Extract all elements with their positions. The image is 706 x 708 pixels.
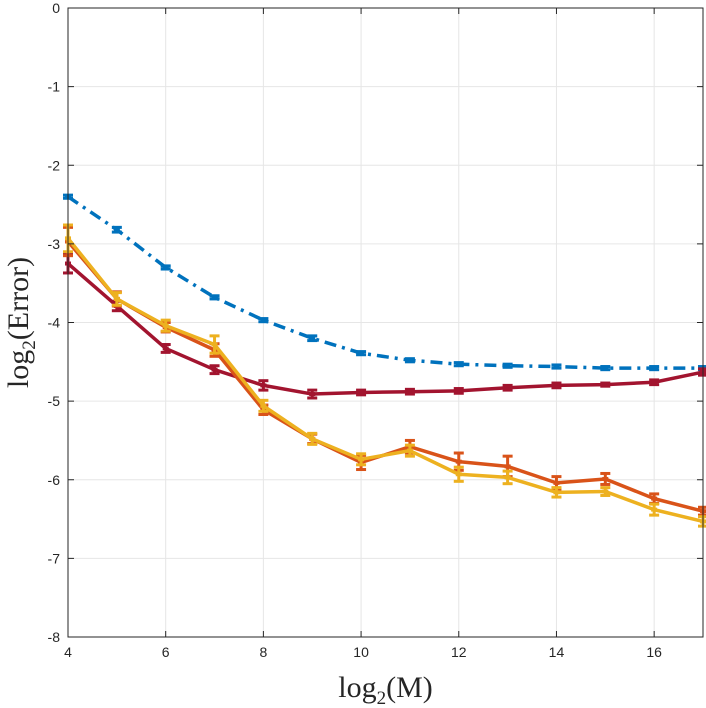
y-tick-label: -5 [48, 393, 61, 409]
series-line-blue-dashdot [67, 195, 703, 370]
y-axis-ticks: 0 -1 -2 -3 -4 -5 -6 -7 -8 [48, 0, 703, 645]
x-axis-title-sub: 2 [377, 688, 387, 708]
x-axis-title: log2(M) [338, 671, 433, 708]
x-tick-label: 16 [646, 644, 662, 660]
data-point [406, 389, 413, 394]
data-point [113, 296, 120, 301]
data-point [211, 295, 218, 300]
data-point [651, 496, 658, 501]
data-point [455, 459, 462, 464]
x-axis-title-arg: (M) [386, 671, 433, 704]
data-point [651, 366, 658, 371]
series-line-yellow [66, 237, 704, 524]
y-axis-title-arg: (Error) [2, 257, 35, 340]
y-axis-title-prefix: log [2, 350, 35, 388]
data-point [358, 351, 365, 356]
data-point [504, 464, 511, 469]
y-tick-label: -2 [48, 157, 61, 173]
data-point [260, 403, 267, 408]
data-point [162, 265, 169, 270]
data-point [651, 507, 658, 512]
data-point [553, 490, 560, 495]
data-point [162, 323, 169, 328]
data-point [211, 367, 218, 372]
x-tick-label: 12 [451, 644, 467, 660]
y-axis-title-sub: 2 [19, 340, 40, 350]
series-yellow [63, 223, 706, 528]
data-point [455, 362, 462, 367]
y-tick-label: -4 [48, 315, 61, 331]
data-point [406, 358, 413, 363]
data-point [553, 364, 560, 369]
data-point [602, 489, 609, 494]
x-tick-label: 4 [64, 644, 72, 660]
data-point [455, 472, 462, 477]
x-tick-label: 6 [162, 644, 170, 660]
x-tick-label: 14 [549, 644, 565, 660]
series-dark-red [63, 252, 706, 400]
y-axis-title: log2(Error) [2, 257, 40, 388]
data-point [504, 475, 511, 480]
data-point [309, 436, 316, 441]
y-tick-label: -1 [48, 79, 61, 95]
series-orange [63, 225, 706, 517]
data-point [504, 363, 511, 368]
data-point [602, 382, 609, 387]
data-point [455, 388, 462, 393]
data-point [113, 227, 120, 232]
x-axis-ticks: 4 6 8 10 12 14 16 [64, 8, 662, 660]
data-point [358, 457, 365, 462]
data-point [602, 476, 609, 481]
data-point [406, 448, 413, 453]
y-tick-label: -7 [48, 550, 61, 566]
data-point [553, 383, 560, 388]
data-point [162, 346, 169, 351]
x-axis-title-prefix: log [338, 671, 376, 704]
y-tick-label: -3 [48, 236, 61, 252]
x-tick-label: 8 [259, 644, 267, 660]
y-tick-label: -6 [48, 472, 61, 488]
data-point [602, 366, 609, 371]
data-point [651, 380, 658, 385]
data-point [358, 390, 365, 395]
data-point [504, 385, 511, 390]
series-layer [63, 193, 706, 528]
data-point [260, 318, 267, 323]
y-tick-label: 0 [52, 0, 60, 16]
data-point [211, 342, 218, 347]
y-tick-label: -8 [48, 629, 61, 645]
series-line-dark-red [66, 262, 704, 396]
data-point [309, 392, 316, 397]
data-point [309, 336, 316, 341]
data-point [260, 383, 267, 388]
x-tick-label: 10 [353, 644, 369, 660]
series-line-orange [66, 240, 704, 513]
data-point [553, 480, 560, 485]
